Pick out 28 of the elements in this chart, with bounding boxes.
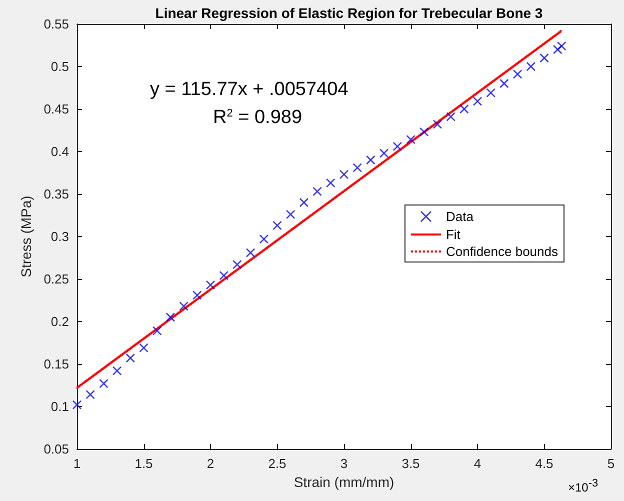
y-tick-label: 0.2 [50, 314, 69, 329]
chart-title: Linear Regression of Elastic Region for Trebecular Bone 3 [155, 5, 543, 21]
y-tick-label: 0.45 [44, 102, 69, 116]
text: ×10-3 [568, 478, 598, 494]
x-tick-label: 4 [474, 456, 482, 471]
y-tick-label: 0.25 [44, 272, 69, 286]
x-tick-label: 5 [607, 456, 615, 471]
y-tick-label: 0.05 [44, 442, 69, 456]
y-tick-label: 0.15 [44, 356, 69, 372]
legend-label: Data [446, 209, 474, 224]
legend-label: Fit [446, 227, 461, 242]
x-axis-title: Strain (mm/mm) [294, 474, 394, 490]
x-tick-label: 2 [206, 456, 214, 471]
y-tick-label: 0.55 [44, 16, 69, 32]
x-tick-label: 3.5 [402, 456, 420, 471]
y-tick-label: 0.5 [50, 59, 69, 74]
x-tick-label: 1 [73, 456, 81, 471]
x-tick-label: 1.5 [134, 456, 153, 471]
x-tick-label: 4.5 [535, 456, 554, 471]
x-tick-label: 3 [340, 456, 348, 471]
y-tick-label: 0.3 [50, 229, 69, 244]
y-tick-label: 0.35 [44, 186, 69, 202]
legend-label: Confidence bounds [446, 244, 558, 259]
x-tick-label: 2.5 [268, 456, 286, 471]
y-tick-label: 0.1 [50, 399, 69, 414]
y-axis-title: Stress (MPa) [18, 196, 34, 278]
y-tick-label: 0.4 [50, 144, 69, 159]
annotation: y = 115.77x + .0057404 [150, 79, 349, 100]
